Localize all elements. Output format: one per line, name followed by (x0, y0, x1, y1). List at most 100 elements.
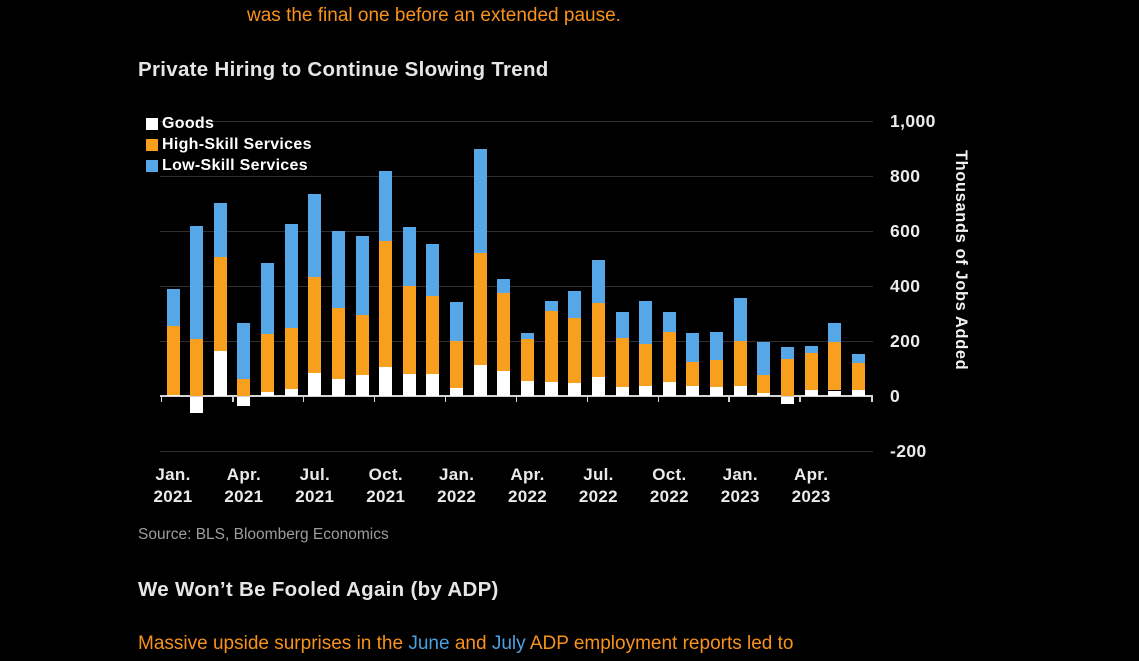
link-july[interactable]: July (491, 633, 526, 654)
bar-segment-low-skill-services (402, 227, 416, 286)
legend-swatch (146, 117, 158, 130)
y-tick-label: 800 (890, 166, 921, 186)
bar-segment-low-skill-services (473, 149, 487, 254)
bar-segment-goods (284, 389, 298, 396)
bar-segment-goods (473, 364, 487, 396)
bar-segment-goods (213, 350, 227, 396)
bar-segment-goods (426, 374, 440, 396)
bar-segment-low-skill-services (615, 311, 629, 339)
bar-segment-low-skill-services (591, 259, 605, 304)
top-paragraph: was the final one before an extended pau… (247, 5, 621, 26)
y-axis-title: Thousands of Jobs Added (952, 150, 970, 371)
x-tick-label: Jul. 2021 (295, 465, 335, 506)
bar-segment-goods (497, 370, 511, 396)
bar-segment-high-skill-services (591, 303, 605, 377)
bar-segment-high-skill-services (828, 341, 842, 391)
gridline (160, 176, 873, 177)
bar-segment-goods (781, 397, 795, 405)
bar-segment-goods (591, 376, 605, 396)
y-tick-label: 200 (890, 331, 921, 351)
bar-segment-high-skill-services (544, 311, 558, 382)
legend-item: Goods (146, 113, 312, 134)
x-axis-tick (657, 396, 660, 402)
legend-swatch (146, 138, 158, 151)
bar-segment-low-skill-services (355, 235, 369, 315)
bar-segment-high-skill-services (521, 339, 535, 381)
bar-segment-high-skill-services (450, 340, 464, 389)
bar-segment-low-skill-services (828, 323, 842, 342)
y-tick-label: 0 (890, 386, 901, 406)
bottom-paragraph: Massive upside surprises in the June and… (138, 631, 794, 656)
bar-segment-goods (804, 389, 818, 396)
bar-segment-high-skill-services (473, 253, 487, 365)
gridline (160, 121, 873, 122)
legend-swatch (146, 159, 158, 172)
bar-segment-high-skill-services (426, 295, 440, 374)
bar-segment-low-skill-services (284, 224, 298, 329)
bar-segment-goods (521, 380, 535, 396)
bar-segment-goods (450, 388, 464, 396)
gridline (160, 341, 873, 342)
x-axis-tick (586, 396, 589, 402)
bar-segment-goods (568, 382, 582, 396)
bottom-paragraph-text: and (449, 633, 492, 654)
bar-segment-goods (639, 386, 653, 396)
bar-segment-high-skill-services (261, 334, 275, 393)
bar-segment-goods (237, 397, 251, 407)
bar-segment-goods (662, 381, 676, 396)
section-heading: We Won’t Be Fooled Again (by ADP) (138, 578, 499, 601)
bar-segment-high-skill-services (237, 379, 251, 396)
bar-segment-low-skill-services (213, 202, 227, 257)
bar-segment-high-skill-services (686, 361, 700, 387)
bar-segment-low-skill-services (261, 263, 275, 335)
bar-segment-low-skill-services (662, 312, 676, 332)
legend-label: Goods (162, 114, 215, 132)
bar-segment-low-skill-services (308, 194, 322, 277)
legend-label: High-Skill Services (162, 135, 312, 153)
bar-segment-high-skill-services (851, 363, 865, 390)
bar-segment-low-skill-services (710, 332, 724, 360)
bar-segment-high-skill-services (190, 339, 204, 396)
bar-segment-low-skill-services (544, 301, 558, 312)
bar-segment-goods (615, 386, 629, 396)
bar-segment-low-skill-services (426, 244, 440, 296)
bar-segment-low-skill-services (804, 345, 818, 353)
x-axis-tick (444, 396, 447, 402)
y-tick-label: 1,000 (890, 111, 936, 131)
gridline (160, 231, 873, 232)
legend-label: Low-Skill Services (162, 156, 308, 174)
bar-segment-goods (379, 366, 393, 396)
bar-segment-high-skill-services (284, 328, 298, 390)
x-axis-tick (515, 396, 518, 402)
bar-segment-goods (166, 394, 180, 396)
bar-segment-high-skill-services (355, 314, 369, 376)
x-axis-tick (728, 396, 730, 402)
bar-segment-goods (355, 375, 369, 396)
chart-source: Source: BLS, Bloomberg Economics (138, 526, 389, 543)
y-tick-label: 600 (890, 221, 921, 241)
gridline (160, 451, 873, 452)
x-axis-tick (799, 396, 801, 402)
x-tick-label: Oct. 2022 (649, 465, 689, 506)
bar-segment-low-skill-services (686, 332, 700, 362)
bar-segment-goods (402, 374, 416, 396)
gridline (160, 286, 873, 287)
x-axis-tick (160, 396, 162, 402)
bar-segment-low-skill-services (639, 300, 653, 345)
bar-segment-goods (190, 397, 204, 413)
bar-segment-goods (686, 386, 700, 396)
bar-segment-high-skill-services (804, 352, 818, 390)
y-tick-label: 400 (890, 276, 921, 296)
bar-segment-low-skill-services (450, 301, 464, 341)
bar-segment-goods (757, 392, 771, 396)
chart-title: Private Hiring to Continue Slowing Trend (138, 58, 549, 81)
bar-segment-high-skill-services (757, 375, 771, 393)
bar-segment-high-skill-services (615, 338, 629, 387)
bar-segment-high-skill-services (331, 307, 345, 380)
bar-segment-low-skill-services (497, 279, 511, 293)
bar-segment-goods (261, 392, 275, 396)
x-tick-label: Apr. 2022 (508, 465, 548, 506)
link-june[interactable]: June (408, 633, 450, 654)
bar-segment-low-skill-services (733, 298, 747, 341)
